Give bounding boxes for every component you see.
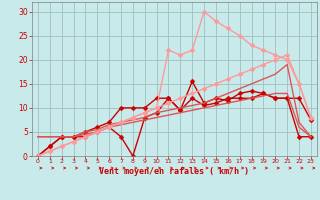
X-axis label: Vent moyen/en rafales ( km/h ): Vent moyen/en rafales ( km/h ) xyxy=(100,167,249,176)
